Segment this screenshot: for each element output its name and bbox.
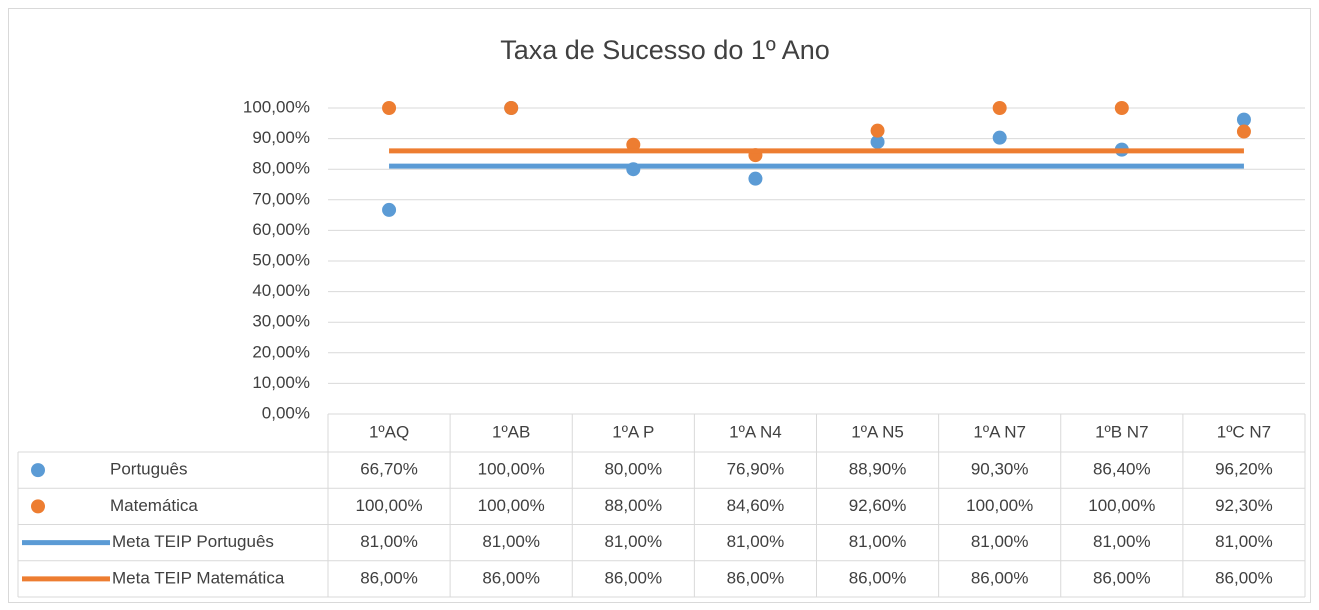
y-tick-label: 0,00%	[262, 403, 310, 422]
point	[1236, 112, 1251, 127]
x-tick-label: 1ºA N4	[729, 422, 782, 441]
x-tick-label: 1ºA N5	[851, 422, 904, 441]
legend-label: Matemática	[110, 496, 198, 515]
point	[382, 202, 397, 217]
table-value: 88,00%	[604, 496, 662, 515]
table-value: 86,00%	[360, 568, 418, 587]
y-tick-label: 30,00%	[252, 312, 310, 331]
x-tick-label: 1ºA P	[612, 422, 654, 441]
table-value: 86,00%	[1093, 568, 1151, 587]
y-tick-label: 100,00%	[243, 97, 310, 116]
table-value: 90,30%	[971, 460, 1029, 479]
x-tick-label: 1ºAQ	[369, 422, 409, 441]
y-tick-label: 50,00%	[252, 250, 310, 269]
point	[992, 130, 1007, 145]
table-value: 81,00%	[482, 532, 540, 551]
y-tick-label: 70,00%	[252, 189, 310, 208]
table-value: 96,20%	[1215, 460, 1273, 479]
table-value: 100,00%	[1088, 496, 1155, 515]
table-value: 86,40%	[1093, 460, 1151, 479]
point	[870, 123, 885, 138]
table-value: 81,00%	[1093, 532, 1151, 551]
table-value: 86,00%	[604, 568, 662, 587]
table-value: 76,90%	[727, 460, 785, 479]
x-tick-label: 1ºA N7	[973, 422, 1026, 441]
table-value: 81,00%	[727, 532, 785, 551]
table-value: 100,00%	[478, 460, 545, 479]
table-value: 81,00%	[849, 532, 907, 551]
y-tick-label: 80,00%	[252, 159, 310, 178]
legend-label: Português	[110, 460, 188, 479]
y-tick-label: 60,00%	[252, 220, 310, 239]
point	[1236, 124, 1251, 139]
y-tick-label: 90,00%	[252, 128, 310, 147]
x-tick-label: 1ºB N7	[1095, 422, 1148, 441]
point	[992, 101, 1007, 115]
table-value: 66,70%	[360, 460, 418, 479]
point	[626, 137, 641, 152]
y-tick-label: 10,00%	[252, 373, 310, 392]
table-value: 81,00%	[971, 532, 1029, 551]
point	[748, 171, 763, 186]
point	[870, 134, 885, 149]
x-tick-label: 1ºAB	[492, 422, 530, 441]
table-value: 100,00%	[966, 496, 1033, 515]
point	[1114, 101, 1129, 115]
table-value: 86,00%	[482, 568, 540, 587]
table-value: 92,60%	[849, 496, 907, 515]
table-value: 86,00%	[1215, 568, 1273, 587]
legend-marker	[31, 463, 45, 478]
y-tick-label: 40,00%	[252, 281, 310, 300]
point	[504, 101, 519, 115]
table-value: 88,90%	[849, 460, 907, 479]
table-value: 100,00%	[356, 496, 423, 515]
table-value: 81,00%	[604, 532, 662, 551]
table-value: 80,00%	[604, 460, 662, 479]
legend-marker	[31, 499, 45, 514]
table-value: 81,00%	[360, 532, 418, 551]
legend-label: Meta TEIP Matemática	[112, 568, 285, 587]
point	[382, 101, 397, 115]
chart-title: Taxa de Sucesso do 1º Ano	[500, 35, 830, 65]
table-value: 92,30%	[1215, 496, 1273, 515]
table-value: 86,00%	[727, 568, 785, 587]
table-value: 100,00%	[478, 496, 545, 515]
x-tick-label: 1ºC N7	[1217, 422, 1271, 441]
table-value: 86,00%	[971, 568, 1029, 587]
table-value: 86,00%	[849, 568, 907, 587]
y-tick-label: 20,00%	[252, 342, 310, 361]
legend-label: Meta TEIP Português	[112, 532, 274, 551]
table-value: 81,00%	[1215, 532, 1273, 551]
table-value: 84,60%	[727, 496, 785, 515]
